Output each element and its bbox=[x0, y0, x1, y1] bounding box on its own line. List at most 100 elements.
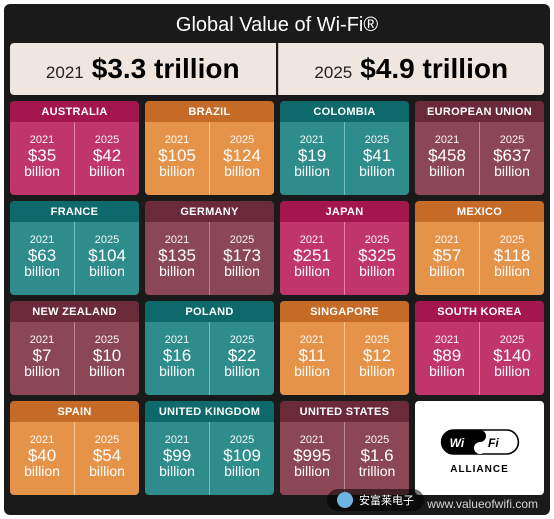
value-amount: $325 bbox=[358, 247, 396, 264]
value-amount: $57 bbox=[433, 247, 461, 264]
year-label: 2025 bbox=[230, 334, 254, 346]
logo-text: ALLIANCE bbox=[450, 464, 509, 475]
value-unit: billion bbox=[89, 364, 125, 379]
value-2021: 2021$995billion bbox=[280, 422, 344, 495]
main-title: Global Value of Wi-Fi® bbox=[10, 10, 544, 43]
value-2025: 2025$173billion bbox=[209, 222, 274, 295]
value-2021: 2021$40billion bbox=[10, 422, 74, 495]
year-label: 2025 bbox=[365, 334, 389, 346]
value-2025: 2025$140billion bbox=[479, 322, 544, 395]
year-label: 2025 bbox=[500, 334, 524, 346]
year-label: 2021 bbox=[165, 234, 189, 246]
country-name: GERMANY bbox=[145, 201, 274, 222]
value-unit: billion bbox=[494, 264, 530, 279]
year-label: 2021 bbox=[165, 134, 189, 146]
country-card: COLOMBIA2021$19billion2025$41billion bbox=[280, 101, 409, 195]
headline-value-right: $4.9 trillion bbox=[360, 53, 508, 85]
value-2021: 2021$57billion bbox=[415, 222, 479, 295]
value-unit: billion bbox=[294, 264, 330, 279]
headline-value-left: $3.3 trillion bbox=[92, 53, 240, 85]
year-label: 2021 bbox=[30, 334, 54, 346]
wifi-logo-icon: WiFi bbox=[440, 422, 520, 462]
country-card: SPAIN2021$40billion2025$54billion bbox=[10, 401, 139, 495]
value-unit: billion bbox=[224, 464, 260, 479]
value-amount: $104 bbox=[88, 247, 126, 264]
value-amount: $19 bbox=[298, 147, 326, 164]
value-unit: billion bbox=[24, 364, 60, 379]
country-name: FRANCE bbox=[10, 201, 139, 222]
country-body: 2021$99billion2025$109billion bbox=[145, 422, 274, 495]
value-unit: billion bbox=[429, 264, 465, 279]
value-amount: $10 bbox=[93, 347, 121, 364]
watermark-badge: 安富莱电子 bbox=[327, 489, 424, 511]
value-unit: billion bbox=[159, 464, 195, 479]
year-label: 2021 bbox=[300, 434, 324, 446]
value-unit: billion bbox=[24, 164, 60, 179]
headline-year-right: 2025 bbox=[314, 63, 352, 83]
headline-2025: 2025 $4.9 trillion bbox=[278, 43, 545, 95]
year-label: 2025 bbox=[500, 134, 524, 146]
value-amount: $11 bbox=[298, 347, 325, 364]
year-label: 2025 bbox=[95, 134, 119, 146]
value-unit: billion bbox=[359, 264, 395, 279]
year-label: 2021 bbox=[30, 434, 54, 446]
headline-row: 2021 $3.3 trillion 2025 $4.9 trillion bbox=[10, 43, 544, 95]
value-unit: trillion bbox=[359, 464, 396, 479]
year-label: 2025 bbox=[365, 234, 389, 246]
country-body: 2021$63billion2025$104billion bbox=[10, 222, 139, 295]
country-name: EUROPEAN UNION bbox=[415, 101, 544, 122]
year-label: 2025 bbox=[365, 434, 389, 446]
value-unit: billion bbox=[494, 364, 530, 379]
value-unit: billion bbox=[24, 264, 60, 279]
year-label: 2025 bbox=[230, 234, 254, 246]
country-name: UNITED STATES bbox=[280, 401, 409, 422]
value-amount: $458 bbox=[428, 147, 466, 164]
value-unit: billion bbox=[159, 364, 195, 379]
value-unit: billion bbox=[224, 364, 260, 379]
country-card: JAPAN2021$251billion2025$325billion bbox=[280, 201, 409, 295]
value-2021: 2021$458billion bbox=[415, 122, 479, 195]
country-card: FRANCE2021$63billion2025$104billion bbox=[10, 201, 139, 295]
year-label: 2021 bbox=[300, 134, 324, 146]
value-unit: billion bbox=[429, 164, 465, 179]
value-amount: $173 bbox=[223, 247, 261, 264]
country-body: 2021$458billion2025$637billion bbox=[415, 122, 544, 195]
value-amount: $41 bbox=[363, 147, 391, 164]
headline-2021: 2021 $3.3 trillion bbox=[10, 43, 276, 95]
value-amount: $89 bbox=[433, 347, 461, 364]
year-label: 2021 bbox=[300, 234, 324, 246]
value-unit: billion bbox=[429, 364, 465, 379]
country-name: POLAND bbox=[145, 301, 274, 322]
value-amount: $22 bbox=[228, 347, 256, 364]
country-card: MEXICO2021$57billion2025$118billion bbox=[415, 201, 544, 295]
country-body: 2021$57billion2025$118billion bbox=[415, 222, 544, 295]
country-name: BRAZIL bbox=[145, 101, 274, 122]
value-amount: $16 bbox=[163, 347, 191, 364]
value-2025: 2025$22billion bbox=[209, 322, 274, 395]
value-unit: billion bbox=[89, 264, 125, 279]
year-label: 2021 bbox=[165, 434, 189, 446]
country-name: JAPAN bbox=[280, 201, 409, 222]
value-amount: $63 bbox=[28, 247, 56, 264]
country-body: 2021$995billion2025$1.6trillion bbox=[280, 422, 409, 495]
value-amount: $124 bbox=[223, 147, 261, 164]
value-2025: 2025$54billion bbox=[74, 422, 139, 495]
country-card: SINGAPORE2021$11billion2025$12billion bbox=[280, 301, 409, 395]
value-unit: billion bbox=[294, 364, 330, 379]
value-2025: 2025$41billion bbox=[344, 122, 409, 195]
value-2021: 2021$99billion bbox=[145, 422, 209, 495]
value-2025: 2025$325billion bbox=[344, 222, 409, 295]
year-label: 2025 bbox=[500, 234, 524, 246]
value-2021: 2021$35billion bbox=[10, 122, 74, 195]
year-label: 2021 bbox=[435, 234, 459, 246]
value-2021: 2021$19billion bbox=[280, 122, 344, 195]
infographic-frame: Global Value of Wi-Fi® 2021 $3.3 trillio… bbox=[4, 4, 550, 515]
value-2021: 2021$11billion bbox=[280, 322, 344, 395]
value-2025: 2025$637billion bbox=[479, 122, 544, 195]
country-card: UNITED STATES2021$995billion2025$1.6tril… bbox=[280, 401, 409, 495]
value-amount: $12 bbox=[363, 347, 391, 364]
year-label: 2025 bbox=[95, 434, 119, 446]
value-2025: 2025$104billion bbox=[74, 222, 139, 295]
country-card: GERMANY2021$135billion2025$173billion bbox=[145, 201, 274, 295]
headline-year-left: 2021 bbox=[46, 63, 84, 83]
